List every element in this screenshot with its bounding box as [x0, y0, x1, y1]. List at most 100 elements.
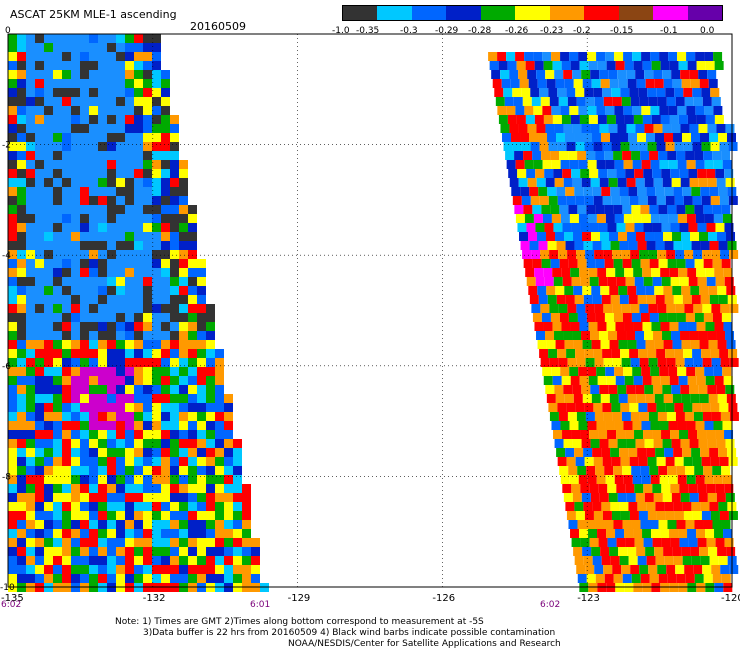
swath-cell [595, 151, 605, 160]
swath-cell [116, 97, 125, 106]
swath-cell [44, 259, 53, 268]
swath-cell [134, 547, 143, 556]
swath-cell [693, 97, 703, 106]
swath-cell [722, 160, 732, 169]
swath-cell [62, 133, 71, 142]
swath-cell [575, 88, 585, 97]
swath-cell [638, 457, 648, 466]
swath-cell [581, 124, 591, 133]
swath-cell [653, 124, 663, 133]
swath-cell [605, 421, 615, 430]
swath-cell [116, 115, 125, 124]
swath-cell [188, 259, 197, 268]
swath-cell [556, 448, 566, 457]
swath-cell [197, 502, 206, 511]
swath-cell [197, 439, 206, 448]
swath-cell [152, 115, 161, 124]
swath-cell [116, 223, 125, 232]
swath-cell [725, 178, 735, 187]
swath-cell [521, 142, 531, 151]
swath-cell [26, 241, 35, 250]
swath-cell [665, 196, 675, 205]
swath-cell [17, 34, 26, 43]
swath-cell [80, 124, 89, 133]
swath-cell [233, 529, 242, 538]
swath-cell [708, 340, 718, 349]
swath-cell [533, 160, 543, 169]
swath-cell [44, 97, 53, 106]
swath-cell [716, 439, 726, 448]
swath-cell [672, 286, 682, 295]
swath-cell [558, 358, 568, 367]
swath-cell [107, 349, 116, 358]
swath-cell [611, 142, 621, 151]
swath-cell [8, 160, 17, 169]
swath-cell [8, 484, 17, 493]
swath-cell [717, 547, 727, 556]
swath-cell [528, 286, 538, 295]
swath-cell [566, 88, 576, 97]
swath-cell [116, 295, 125, 304]
swath-cell [578, 160, 588, 169]
swath-cell [559, 466, 569, 475]
swath-cell [612, 304, 622, 313]
swath-cell [611, 196, 621, 205]
swath-cell [179, 574, 188, 583]
swath-cell [71, 88, 80, 97]
swath-cell [619, 133, 629, 142]
colorbar-segment [653, 6, 688, 20]
swath-cell [656, 88, 666, 97]
swath-cell [586, 313, 596, 322]
swath-cell [704, 475, 714, 484]
swath-cell [724, 169, 734, 178]
swath-cell [557, 457, 567, 466]
swath-cell [107, 34, 116, 43]
swath-cell [686, 367, 696, 376]
swath-cell [683, 142, 693, 151]
swath-cell [26, 178, 35, 187]
swath-cell [712, 313, 722, 322]
swath-cell [26, 88, 35, 97]
swath-cell [687, 322, 697, 331]
swath-cell [107, 502, 116, 511]
swath-cell [26, 376, 35, 385]
swath-cell [643, 538, 653, 547]
swath-cell [572, 178, 582, 187]
swath-cell [515, 52, 525, 61]
swath-cell [607, 277, 617, 286]
swath-cell [107, 403, 116, 412]
swath-cell [71, 250, 80, 259]
swath-cell [98, 169, 107, 178]
swath-cell [628, 502, 638, 511]
swath-cell [636, 79, 646, 88]
swath-cell [694, 151, 704, 160]
swath-cell [704, 52, 714, 61]
swath-cell [627, 232, 637, 241]
swath-cell [714, 268, 724, 277]
swath-cell [89, 61, 98, 70]
swath-cell [53, 196, 62, 205]
swath-cell [538, 133, 548, 142]
swath-cell [125, 367, 134, 376]
swath-cell [715, 223, 725, 232]
swath-cell [26, 43, 35, 52]
swath-cell [703, 574, 713, 583]
swath-cell [143, 511, 152, 520]
swath-cell [224, 484, 233, 493]
swath-cell [116, 331, 125, 340]
swath-cell [579, 376, 589, 385]
swath-cell [152, 286, 161, 295]
swath-cell [646, 295, 656, 304]
swath-cell [80, 484, 89, 493]
swath-cell [544, 169, 554, 178]
swath-cell [689, 385, 699, 394]
swath-cell [512, 88, 522, 97]
swath-cell [569, 214, 579, 223]
swath-cell [206, 538, 215, 547]
swath-cell [215, 367, 224, 376]
swath-cell [26, 484, 35, 493]
swath-cell [651, 529, 661, 538]
swath-cell [619, 502, 629, 511]
swath-cell [44, 241, 53, 250]
swath-cell [643, 430, 653, 439]
